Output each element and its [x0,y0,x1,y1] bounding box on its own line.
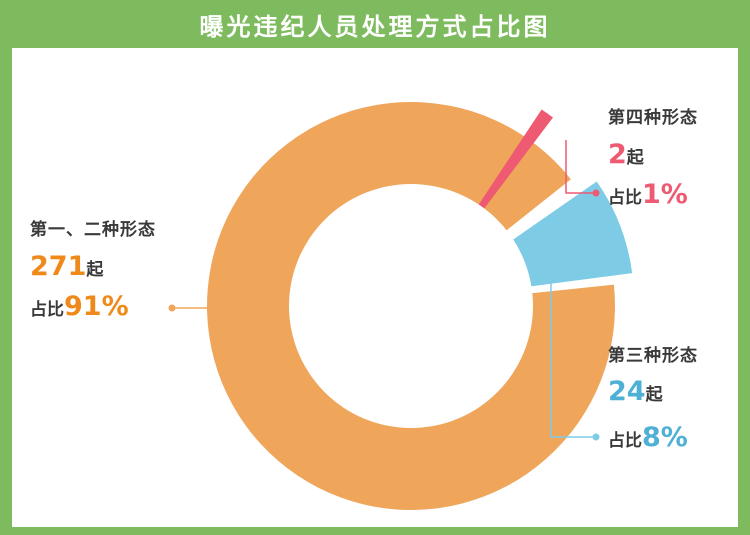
label-third-form-count: 24起 [608,378,663,405]
donut-hole [289,184,533,428]
label-first-second-form-name: 第一、二种形态 [30,220,156,240]
leader-line-fourth-form [565,140,596,194]
first-second-form-count-unit: 起 [86,260,104,280]
leader-dot-first-second-form [168,304,176,312]
label-first-second-form-percent: 占比91% [30,293,129,320]
leader-dot-fourth-form [592,189,600,197]
label-third-form-percent: 占比8% [608,424,688,451]
leader-dot-third-form [592,433,600,441]
label-fourth-form-percent: 占比1% [608,181,688,208]
first-second-form-percent-prefix: 占比 [30,300,64,320]
title-bar: 曝光违纪人员处理方式占比图 [0,0,750,48]
fourth-form-count-unit: 起 [626,148,644,168]
first-second-form-percent-value: 91% [64,291,129,322]
label-first-second-form-count: 271起 [30,253,103,280]
third-form-percent-value: 8% [642,422,688,453]
first-second-form-count-value: 271 [30,251,87,282]
fourth-form-count-value: 2 [608,139,627,170]
chart-title: 曝光违纪人员处理方式占比图 [199,12,551,41]
third-form-count-value: 24 [608,376,646,407]
fourth-form-percent-prefix: 占比 [608,188,642,208]
label-fourth-form-name: 第四种形态 [608,108,698,128]
leader-line-third-form [550,282,596,438]
third-form-percent-prefix: 占比 [608,431,642,451]
fourth-form-percent-value: 1% [642,179,688,210]
label-fourth-form-count: 2起 [608,141,644,168]
third-form-count-unit: 起 [645,385,663,405]
label-third-form-name: 第三种形态 [608,346,698,366]
